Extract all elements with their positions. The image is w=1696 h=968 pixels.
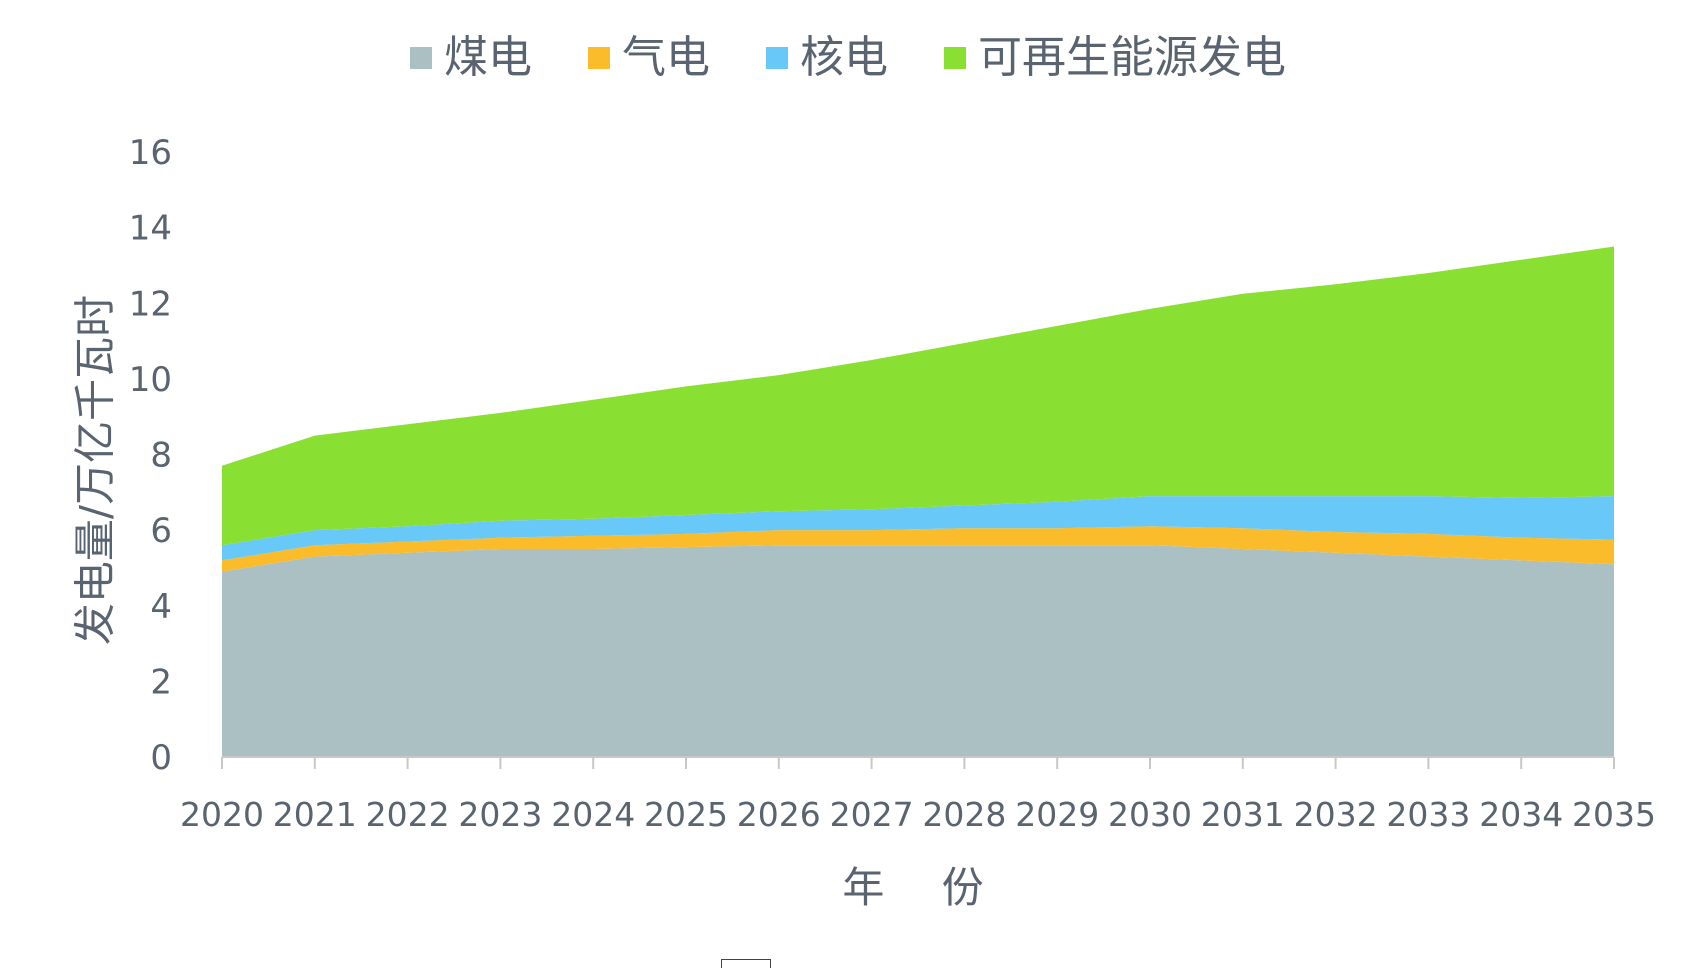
x-tick-label: 2028 xyxy=(922,795,1006,834)
legend-item-coal: 煤电 xyxy=(410,36,532,80)
legend-label-coal: 煤电 xyxy=(444,32,532,83)
footer-box xyxy=(721,959,771,968)
legend-swatch-coal xyxy=(410,47,432,69)
x-tick-label: 2029 xyxy=(1015,795,1099,834)
legend-item-renewable: 可再生能源发电 xyxy=(944,36,1286,80)
x-tick-label: 2023 xyxy=(458,795,542,834)
y-tick-label: 10 xyxy=(129,360,172,400)
x-axis-title: 年 份 xyxy=(842,863,1006,912)
x-tick-label: 2034 xyxy=(1479,795,1563,834)
y-tick-label: 16 xyxy=(129,133,172,173)
chart-legend: 煤电 气电 核电 可再生能源发电 xyxy=(0,36,1696,80)
x-tick-label: 2021 xyxy=(273,795,357,834)
x-tick-label: 2031 xyxy=(1201,795,1285,834)
y-tick-label: 2 xyxy=(150,662,172,702)
legend-item-gas: 气电 xyxy=(588,36,710,80)
x-tick-label: 2025 xyxy=(644,795,728,834)
legend-swatch-gas xyxy=(588,47,610,69)
x-tick-label: 2032 xyxy=(1294,795,1378,834)
x-tick-label: 2035 xyxy=(1572,795,1656,834)
legend-swatch-nuclear xyxy=(766,47,788,69)
area-renewable xyxy=(222,246,1614,546)
y-tick-label: 0 xyxy=(150,738,172,778)
x-tick-label: 2024 xyxy=(551,795,635,834)
x-tick-label: 2033 xyxy=(1386,795,1470,834)
y-axis-ticks: 0 2 4 6 8 10 12 14 16 xyxy=(129,133,172,778)
legend-label-nuclear: 核电 xyxy=(800,32,888,83)
x-tick-label: 2027 xyxy=(830,795,914,834)
x-tick-label: 2026 xyxy=(737,795,821,834)
x-tick-label: 2022 xyxy=(366,795,450,834)
y-tick-label: 4 xyxy=(150,587,172,627)
area-coal xyxy=(222,545,1614,757)
x-axis: 2020 2021 2022 2023 2024 2025 2026 2027 2028 2029… xyxy=(180,756,1656,834)
legend-label-renewable: 可再生能源发电 xyxy=(978,32,1286,83)
x-tick-label: 2030 xyxy=(1108,795,1192,834)
area-nuclear xyxy=(222,496,1614,561)
area-gas xyxy=(222,526,1614,572)
x-tick-label: 2020 xyxy=(180,795,264,834)
y-tick-label: 6 xyxy=(150,511,172,551)
series-areas xyxy=(222,246,1614,757)
legend-swatch-renewable xyxy=(944,47,966,69)
y-tick-label: 8 xyxy=(150,436,172,476)
legend-label-gas: 气电 xyxy=(622,32,710,83)
y-tick-label: 14 xyxy=(129,209,172,249)
y-axis-title: 发电量/万亿千瓦时 xyxy=(70,294,120,646)
legend-item-nuclear: 核电 xyxy=(766,36,888,80)
y-tick-label: 12 xyxy=(129,284,172,324)
